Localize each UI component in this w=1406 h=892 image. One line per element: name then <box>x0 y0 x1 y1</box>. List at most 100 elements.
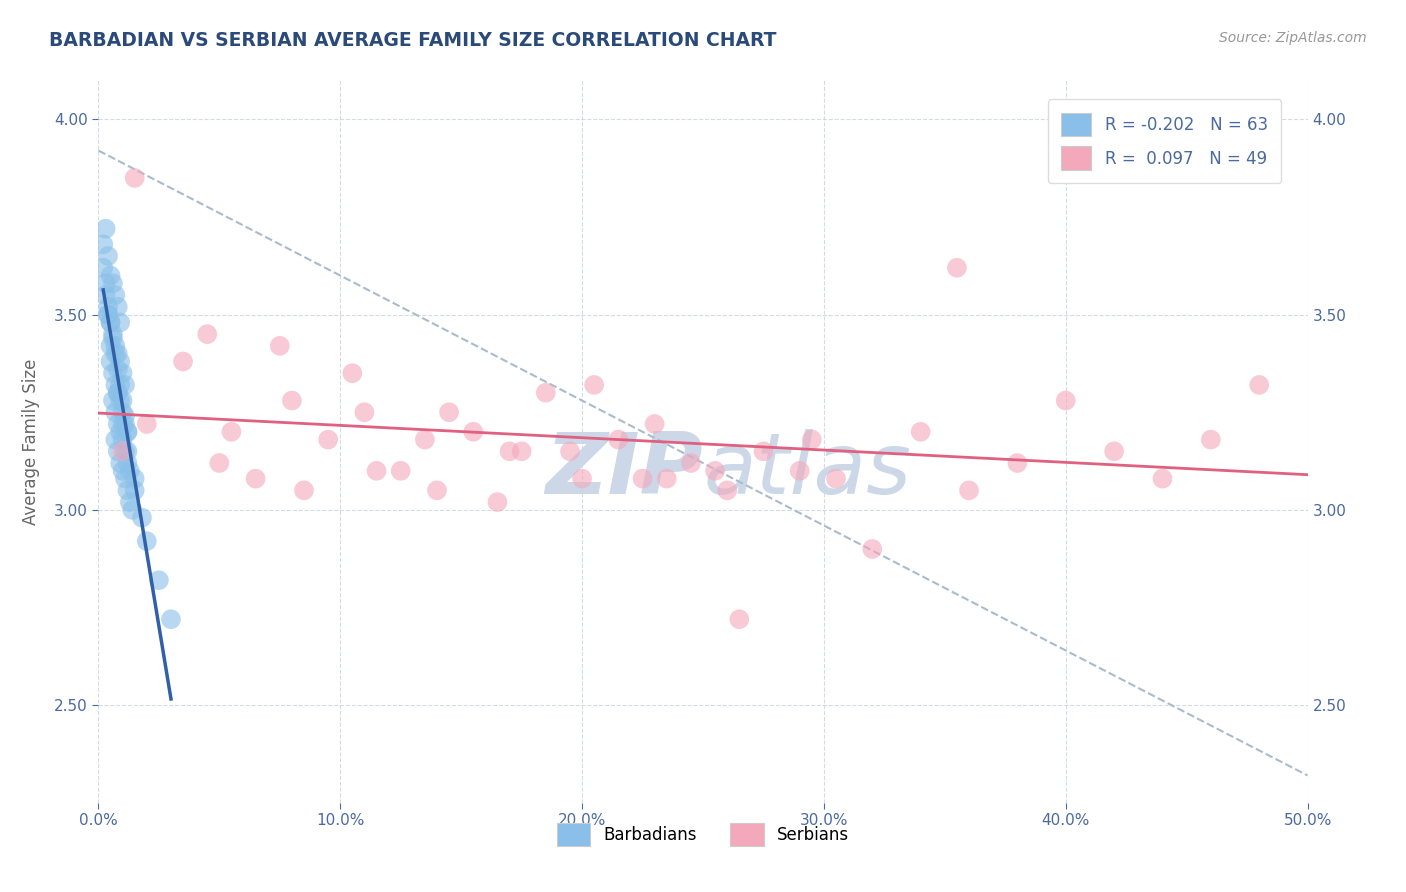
Point <box>160 612 183 626</box>
Point <box>107 417 129 431</box>
Point <box>679 456 702 470</box>
Point <box>825 472 848 486</box>
Point <box>107 346 129 360</box>
Point <box>97 308 120 322</box>
Point <box>100 339 122 353</box>
Point <box>172 354 194 368</box>
Point <box>353 405 375 419</box>
Point <box>316 433 339 447</box>
Point <box>342 366 364 380</box>
Point <box>510 444 533 458</box>
Point <box>101 327 124 342</box>
Text: Source: ZipAtlas.com: Source: ZipAtlas.com <box>1219 31 1367 45</box>
Point <box>1007 456 1029 470</box>
Point <box>583 378 606 392</box>
Point <box>1199 433 1222 447</box>
Point <box>108 354 131 368</box>
Point <box>117 425 139 439</box>
Point <box>101 331 124 345</box>
Point <box>269 339 291 353</box>
Point <box>114 378 136 392</box>
Point <box>1152 472 1174 486</box>
Point <box>117 456 139 470</box>
Point <box>100 315 122 329</box>
Point <box>121 503 143 517</box>
Text: atlas: atlas <box>703 429 911 512</box>
Point <box>413 433 436 447</box>
Point <box>114 472 136 486</box>
Point <box>111 433 134 447</box>
Point <box>107 362 129 376</box>
Point <box>607 433 630 447</box>
Point <box>108 315 131 329</box>
Point <box>117 483 139 498</box>
Point <box>800 433 823 447</box>
Point <box>104 346 127 360</box>
Point <box>498 444 520 458</box>
Point <box>104 405 127 419</box>
Point <box>91 260 114 275</box>
Point <box>281 393 304 408</box>
Point <box>114 444 136 458</box>
Point <box>111 366 134 380</box>
Point <box>91 237 114 252</box>
Point <box>100 315 122 329</box>
Point <box>131 510 153 524</box>
Point <box>108 393 131 408</box>
Point <box>534 385 557 400</box>
Point <box>104 288 127 302</box>
Point <box>124 483 146 498</box>
Point <box>860 541 883 556</box>
Point <box>245 472 267 486</box>
Point <box>104 433 127 447</box>
Point <box>107 385 129 400</box>
Point <box>1249 378 1271 392</box>
Point <box>100 268 122 283</box>
Point <box>1102 444 1125 458</box>
Point <box>117 444 139 458</box>
Point <box>111 405 134 419</box>
Point <box>104 339 127 353</box>
Point <box>752 444 775 458</box>
Point <box>114 409 136 424</box>
Point <box>437 405 460 419</box>
Point <box>104 378 127 392</box>
Point <box>631 472 654 486</box>
Point <box>108 425 131 439</box>
Point <box>97 308 120 322</box>
Point <box>957 483 980 498</box>
Point <box>111 444 134 458</box>
Point <box>94 277 117 291</box>
Point <box>946 260 969 275</box>
Point <box>107 300 129 314</box>
Point <box>655 472 678 486</box>
Point <box>111 464 134 478</box>
Point <box>135 417 157 431</box>
Point <box>558 444 581 458</box>
Point <box>910 425 932 439</box>
Point <box>114 417 136 431</box>
Point <box>124 472 146 486</box>
Point <box>426 483 449 498</box>
Point <box>292 483 315 498</box>
Point <box>124 170 146 185</box>
Point <box>101 393 124 408</box>
Point <box>148 573 170 587</box>
Point <box>100 354 122 368</box>
Point <box>107 444 129 458</box>
Point <box>389 464 412 478</box>
Point <box>101 366 124 380</box>
Point <box>101 277 124 291</box>
Point <box>94 221 117 235</box>
Point <box>208 456 231 470</box>
Point <box>107 385 129 400</box>
Point <box>486 495 509 509</box>
Text: BARBADIAN VS SERBIAN AVERAGE FAMILY SIZE CORRELATION CHART: BARBADIAN VS SERBIAN AVERAGE FAMILY SIZE… <box>49 31 776 50</box>
Legend: Barbadians, Serbians: Barbadians, Serbians <box>544 809 862 860</box>
Point <box>118 495 141 509</box>
Point <box>463 425 485 439</box>
Point <box>1054 393 1077 408</box>
Point <box>108 456 131 470</box>
Point <box>571 472 593 486</box>
Point <box>644 417 666 431</box>
